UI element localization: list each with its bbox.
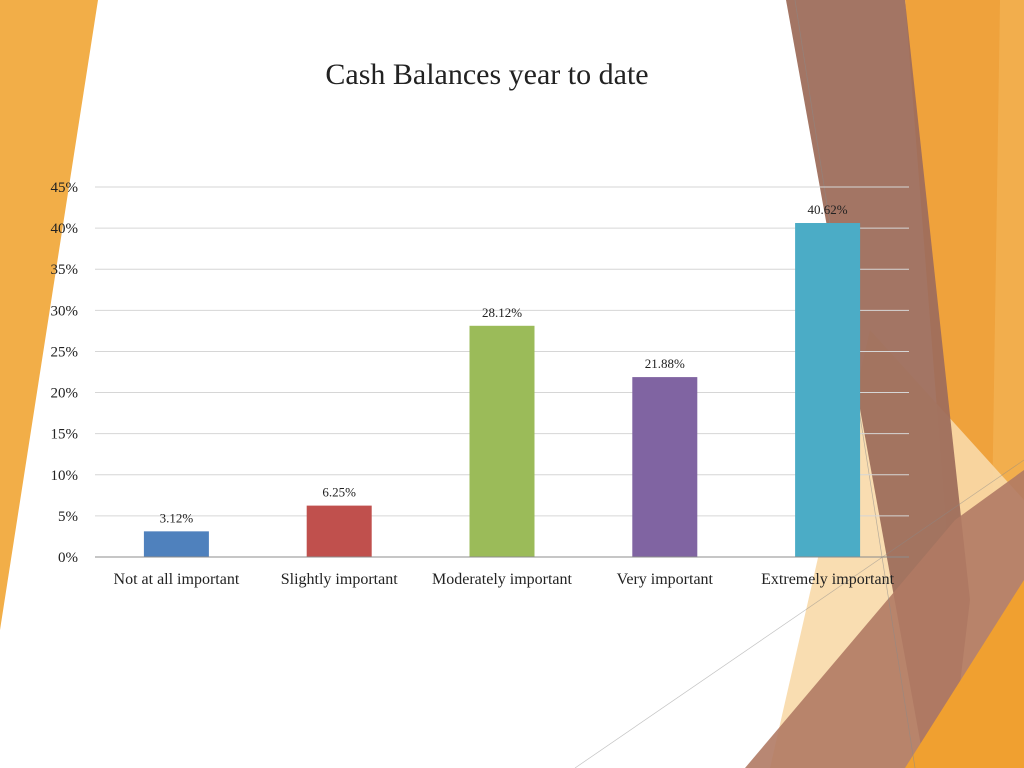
y-tick-label: 45% <box>51 180 79 196</box>
bars <box>143 223 861 557</box>
y-tick-label: 15% <box>51 427 79 443</box>
left-orange-stripe <box>0 0 98 630</box>
bar <box>306 505 372 557</box>
data-label: 40.62% <box>808 202 848 217</box>
labels: 0% 5% 10% 15% 20% 25% 30% 35% 40% 45% 3.12% Not at … <box>51 180 895 588</box>
y-tick-label: 30% <box>51 303 79 319</box>
bar <box>795 223 861 557</box>
bar <box>469 325 535 557</box>
data-label: 3.12% <box>160 510 194 525</box>
x-category-label: Slightly important <box>281 571 398 588</box>
bar <box>632 377 698 557</box>
y-tick-label: 10% <box>51 468 79 484</box>
y-tick-label: 20% <box>51 386 79 402</box>
x-category-label: Not at all important <box>114 571 240 588</box>
x-category-label: Very important <box>617 571 714 588</box>
y-tick-label: 40% <box>51 221 79 237</box>
x-category-label: Moderately important <box>432 571 573 588</box>
y-tick-label: 25% <box>51 344 79 360</box>
decor-line-2 <box>574 459 1024 768</box>
bar <box>143 531 209 557</box>
x-category-label: Extremely important <box>761 571 894 588</box>
y-tick-label: 35% <box>51 262 79 278</box>
bottom-orange-wedge <box>905 580 1024 768</box>
chart-title: Cash Balances year to date <box>325 58 649 91</box>
data-label: 21.88% <box>645 356 685 371</box>
y-tick-label: 5% <box>58 509 78 525</box>
data-label: 6.25% <box>322 485 356 500</box>
data-label: 28.12% <box>482 305 522 320</box>
y-tick-label: 0% <box>58 550 78 566</box>
